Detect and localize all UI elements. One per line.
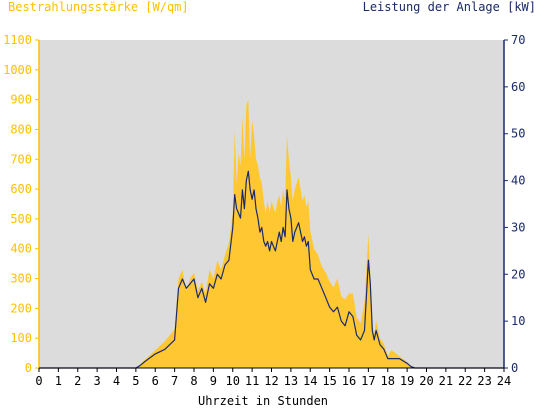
- right-tick-label: 30: [511, 220, 525, 234]
- x-tick-label: 13: [284, 374, 298, 388]
- power-line: [39, 170, 504, 369]
- left-tick-label: 1100: [3, 33, 32, 47]
- x-tick-label: 21: [439, 374, 453, 388]
- x-tick-label: 22: [458, 374, 472, 388]
- right-tick-label: 40: [511, 174, 525, 188]
- left-tick-label: 1000: [3, 63, 32, 77]
- x-tick-label: 10: [226, 374, 240, 388]
- x-axis-title: Uhrzeit in Stunden: [198, 394, 328, 408]
- x-tick-label: 16: [342, 374, 356, 388]
- right-tick-label: 20: [511, 267, 525, 281]
- left-axis-title: Bestrahlungsstärke [W/qm]: [8, 0, 189, 14]
- x-tick-label: 18: [381, 374, 395, 388]
- left-tick-label: 900: [10, 93, 32, 107]
- x-tick-label: 6: [152, 374, 159, 388]
- left-tick-label: 200: [10, 301, 32, 315]
- x-tick-label: 1: [55, 374, 62, 388]
- left-tick-label: 800: [10, 122, 32, 136]
- x-tick-label: 0: [35, 374, 42, 388]
- x-tick-label: 11: [245, 374, 259, 388]
- x-tick-label: 12: [264, 374, 278, 388]
- left-tick-label: 300: [10, 272, 32, 286]
- right-tick-label: 0: [511, 361, 518, 375]
- right-tick-label: 50: [511, 127, 525, 141]
- x-tick-label: 15: [322, 374, 336, 388]
- x-tick-label: 4: [113, 374, 120, 388]
- x-tick-label: 20: [419, 374, 433, 388]
- irradiance-area: [39, 99, 504, 368]
- right-axis-title: Leistung der Anlage [kW]: [363, 0, 536, 14]
- left-tick-label: 600: [10, 182, 32, 196]
- x-tick-label: 8: [190, 374, 197, 388]
- x-tick-label: 2: [74, 374, 81, 388]
- left-tick-label: 100: [10, 331, 32, 345]
- left-tick-label: 700: [10, 152, 32, 166]
- x-tick-label: 17: [361, 374, 375, 388]
- ticks-layer: 0100200300400500600700800900100011000102…: [3, 33, 525, 388]
- series-layer: [39, 99, 504, 369]
- x-tick-label: 5: [132, 374, 139, 388]
- x-tick-label: 19: [400, 374, 414, 388]
- right-tick-label: 60: [511, 80, 525, 94]
- left-tick-label: 400: [10, 242, 32, 256]
- right-tick-label: 10: [511, 314, 525, 328]
- x-tick-label: 7: [171, 374, 178, 388]
- x-tick-label: 24: [497, 374, 511, 388]
- left-tick-label: 500: [10, 212, 32, 226]
- x-tick-label: 3: [94, 374, 101, 388]
- x-tick-label: 9: [210, 374, 217, 388]
- x-tick-label: 14: [303, 374, 317, 388]
- left-tick-label: 0: [25, 361, 32, 375]
- right-tick-label: 70: [511, 33, 525, 47]
- x-tick-label: 23: [477, 374, 491, 388]
